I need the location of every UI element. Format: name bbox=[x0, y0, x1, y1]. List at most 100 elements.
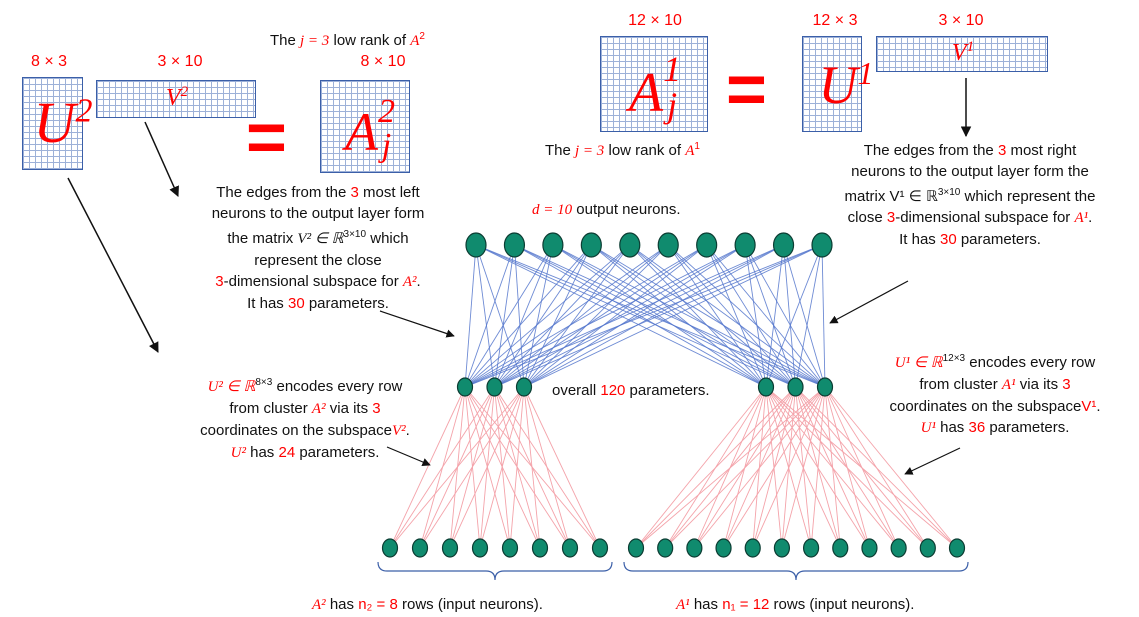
left-edges-line-2: neurons to the output layer form bbox=[211, 205, 425, 222]
input-edge-left bbox=[389, 386, 466, 549]
arrow-right-input-edges bbox=[904, 447, 961, 475]
input-edge-right bbox=[694, 386, 826, 549]
output-edge bbox=[744, 244, 767, 388]
hidden-neuron-right bbox=[816, 377, 834, 397]
input-edge-right bbox=[635, 386, 796, 549]
input-neuron-left bbox=[471, 538, 489, 558]
u1-dim-label: 12 × 3 bbox=[812, 12, 858, 29]
output-neuron bbox=[465, 232, 487, 258]
input-neuron-left bbox=[411, 538, 429, 558]
output-edges bbox=[464, 244, 826, 388]
input-neuron-right bbox=[773, 538, 791, 558]
u1-line-2: from cluster A¹ via its 3 bbox=[919, 376, 1071, 393]
output-edge bbox=[494, 244, 554, 388]
input-neuron-left bbox=[531, 538, 549, 558]
u2-line-1: U² ∈ ℝ8×3 encodes every row bbox=[207, 377, 403, 395]
input-neuron-right bbox=[832, 538, 849, 558]
output-edge bbox=[667, 244, 826, 388]
output-neuron bbox=[811, 232, 833, 258]
a1j-dim-label: 12 × 10 bbox=[628, 12, 682, 29]
input-edge-left bbox=[389, 386, 495, 549]
output-edge bbox=[629, 244, 826, 388]
output-edge bbox=[552, 244, 767, 388]
input-neuron-right bbox=[948, 538, 966, 558]
output-edge bbox=[494, 244, 746, 388]
arrow-right-edges bbox=[829, 280, 909, 324]
output-edge bbox=[464, 244, 592, 388]
input-edge-left bbox=[449, 386, 525, 549]
v2-dim-label: 3 × 10 bbox=[157, 53, 203, 70]
output-edge bbox=[464, 244, 669, 388]
output-neuron bbox=[657, 232, 679, 258]
input-edge-right bbox=[752, 386, 826, 549]
right-edges-line-4: close 3-dimensional subspace for A¹. bbox=[847, 209, 1093, 226]
output-edge bbox=[514, 244, 826, 388]
input-edge-right bbox=[824, 386, 958, 549]
input-neuron-right bbox=[861, 538, 878, 558]
output-edge bbox=[513, 244, 525, 388]
output-edge bbox=[552, 244, 796, 388]
output-edge bbox=[667, 244, 767, 388]
output-edge bbox=[494, 244, 669, 388]
brace-input-left bbox=[377, 561, 613, 581]
input-group-braces bbox=[377, 561, 969, 581]
output-neuron bbox=[542, 232, 564, 258]
left-edges-description: The edges from the 3 most left neurons t… bbox=[178, 182, 458, 314]
u2-line-4: U² has 24 parameters. bbox=[230, 444, 380, 461]
output-neuron bbox=[503, 232, 526, 258]
output-edge bbox=[821, 244, 826, 388]
output-neuron bbox=[734, 232, 756, 258]
right-edges-line-2: neurons to the output layer form the bbox=[851, 163, 1089, 180]
output-edge bbox=[591, 244, 796, 388]
right-edges-line-1: The edges from the 3 most right bbox=[863, 142, 1077, 159]
a2-rows-caption: A² has n₂ = 8 rows (input neurons). bbox=[312, 596, 543, 613]
input-edge-right bbox=[781, 386, 826, 549]
right-edges-line-3: matrix V¹ ∈ ℝ3×10 which represent the bbox=[844, 187, 1096, 205]
v1-matrix: V1 bbox=[876, 36, 1048, 72]
input-edge-right bbox=[635, 386, 767, 549]
input-neuron-left bbox=[591, 538, 609, 558]
equals-sign-right: = bbox=[726, 50, 767, 128]
output-edge bbox=[475, 244, 767, 388]
output-neuron bbox=[772, 232, 795, 258]
u2-matrix: U2 bbox=[22, 77, 92, 170]
u2-symbol: U2 bbox=[33, 90, 93, 155]
input-edge-left bbox=[479, 386, 525, 549]
hidden-neuron-right bbox=[787, 377, 804, 397]
v2-symbol: V2 bbox=[165, 84, 189, 111]
v1-symbol: V1 bbox=[951, 39, 975, 66]
input-neuron-left bbox=[501, 538, 519, 558]
output-edge bbox=[744, 244, 796, 388]
right-edges-description: The edges from the 3 most right neurons … bbox=[810, 140, 1130, 250]
input-neuron-right bbox=[890, 538, 907, 558]
annotation-arrows bbox=[67, 78, 972, 475]
a1-rows-caption: A¹ has n₁ = 12 rows (input neurons). bbox=[676, 596, 915, 613]
v2-matrix: V2 bbox=[96, 80, 256, 118]
input-edge-right bbox=[824, 386, 870, 549]
output-edge bbox=[523, 244, 669, 388]
brace-input-right bbox=[623, 561, 969, 581]
u2-dim-label: 8 × 3 bbox=[30, 53, 68, 70]
overall-parameters-caption: overall 120 parameters. bbox=[552, 382, 710, 399]
hidden-neuron-left bbox=[486, 377, 503, 397]
output-edge bbox=[744, 244, 826, 388]
output-edge bbox=[475, 244, 525, 388]
output-edge bbox=[523, 244, 707, 388]
output-edge bbox=[494, 244, 707, 388]
input-edge-left bbox=[523, 386, 571, 549]
left-edges-line-4: represent the close bbox=[254, 252, 382, 269]
output-edge bbox=[475, 244, 495, 388]
output-edge bbox=[523, 244, 554, 388]
arrow-left-input-edges bbox=[386, 446, 431, 466]
output-edge bbox=[494, 244, 823, 388]
neurons bbox=[381, 232, 966, 558]
output-edge bbox=[464, 244, 554, 388]
input-edge-left bbox=[389, 386, 525, 549]
input-edge-left bbox=[523, 386, 541, 549]
input-edge-right bbox=[824, 386, 929, 549]
output-edge bbox=[464, 244, 823, 388]
output-edge bbox=[494, 244, 515, 388]
